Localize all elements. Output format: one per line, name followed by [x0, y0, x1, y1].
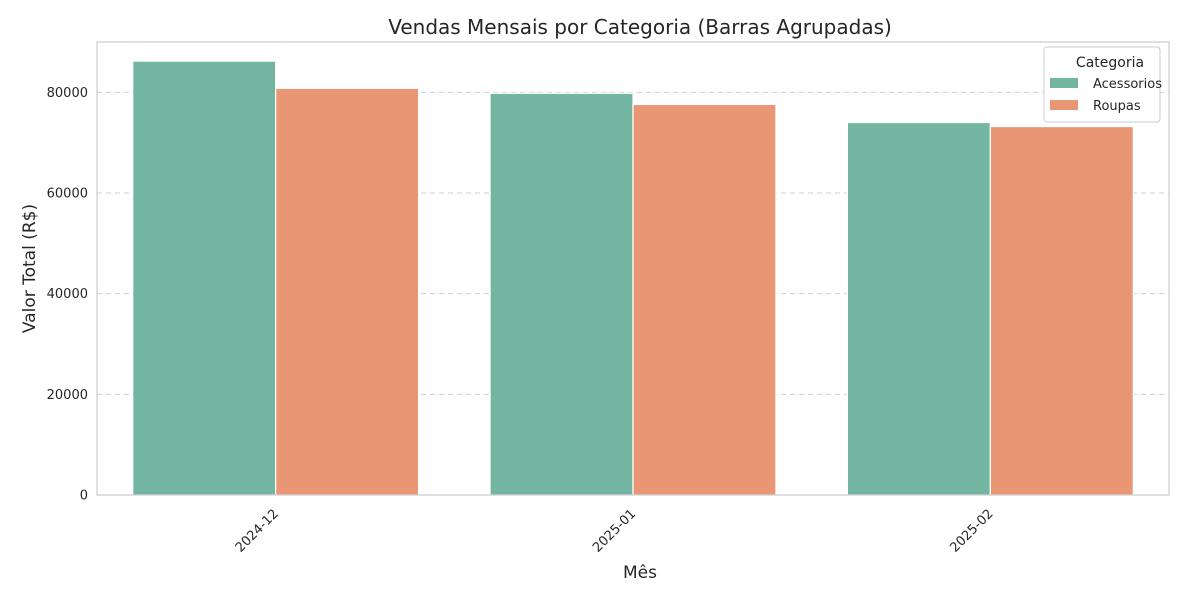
y-axis-label: Valor Total (R$)	[20, 204, 40, 333]
y-tick-label: 80000	[47, 86, 88, 101]
legend: Categoria Acessorios Roupas	[1043, 46, 1162, 123]
legend-label-acessorios: Acessorios	[1093, 77, 1162, 92]
plot-frame	[96, 41, 1170, 496]
legend-swatch-acessorios	[1050, 78, 1078, 88]
chart-title: Vendas Mensais por Categoria (Barras Agr…	[388, 15, 892, 39]
y-tick-label: 20000	[47, 388, 88, 403]
x-tick-label: 2024-12	[233, 507, 282, 556]
bars	[132, 60, 1134, 496]
y-tick-label: 40000	[47, 287, 88, 302]
bar-roupas-2025-02	[989, 125, 1134, 496]
legend-swatch-roupas	[1050, 100, 1078, 110]
bar-acessorios-2024-12	[132, 60, 277, 496]
bar-acessorios-2025-01	[489, 92, 634, 496]
bar-acessorios-2025-02	[846, 121, 991, 496]
legend-title: Categoria	[1076, 55, 1144, 71]
legend-label-roupas: Roupas	[1093, 99, 1141, 114]
bar-roupas-2024-12	[275, 87, 420, 496]
x-axis-ticks: 2024-12 2025-01 2025-02	[233, 507, 997, 556]
x-tick-label: 2025-01	[590, 507, 639, 556]
y-axis-ticks: 0 20000 40000 60000 80000	[47, 86, 88, 504]
bar-roupas-2025-01	[632, 103, 777, 496]
x-tick-label: 2025-02	[947, 507, 996, 556]
x-axis-label: Mês	[623, 563, 657, 583]
y-tick-label: 0	[80, 489, 88, 504]
y-tick-label: 60000	[47, 187, 88, 202]
